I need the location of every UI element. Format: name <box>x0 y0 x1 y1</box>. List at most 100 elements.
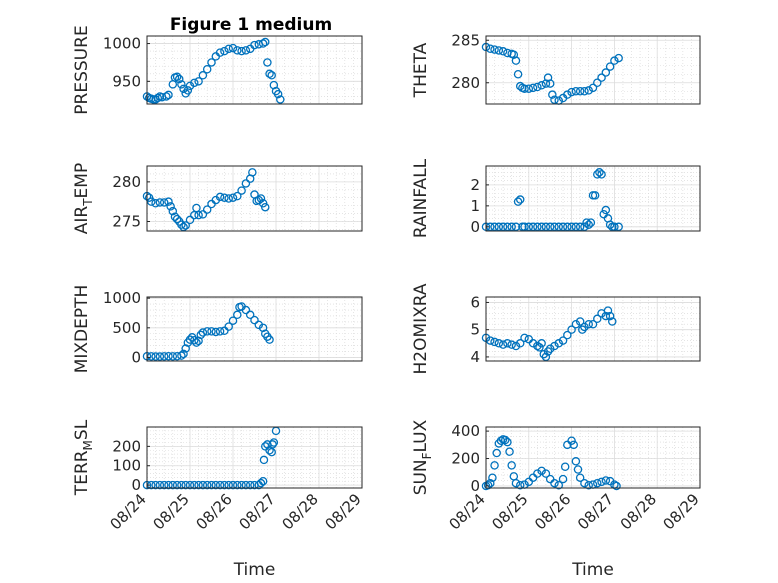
axes-box <box>485 426 701 489</box>
data-point <box>196 330 205 340</box>
data-point <box>515 339 525 348</box>
axes-box <box>146 35 363 105</box>
data-point <box>575 317 585 326</box>
data-point <box>166 202 175 211</box>
data-point <box>603 306 613 315</box>
data-point <box>548 90 557 99</box>
data-point <box>550 478 559 488</box>
data-point <box>172 214 182 224</box>
data-point <box>273 89 283 99</box>
data-point <box>505 447 514 456</box>
x-tick-label: 08/26 <box>531 490 574 533</box>
data-point <box>614 222 623 232</box>
data-point <box>511 341 521 351</box>
data-point <box>276 95 285 104</box>
data-point <box>172 480 182 490</box>
plot-area <box>147 427 362 488</box>
data-point <box>612 481 621 491</box>
data-point <box>198 328 208 337</box>
data-point <box>228 480 238 490</box>
data-point <box>520 222 529 232</box>
data-point <box>207 58 216 67</box>
data-point <box>153 93 162 103</box>
data-point <box>241 480 251 490</box>
data-point <box>260 37 270 47</box>
data-point <box>224 322 233 331</box>
x-tick-label: 08/24 <box>107 490 150 533</box>
plot-area <box>147 297 362 361</box>
y-tick-label: 1000 <box>103 35 141 53</box>
data-point <box>563 90 572 99</box>
subplot-2: 280 285 THETA <box>411 31 701 105</box>
y-tick-label: 0 <box>131 348 141 366</box>
data-point <box>571 457 581 466</box>
data-point <box>584 220 593 229</box>
axes-box <box>146 165 363 232</box>
data-point <box>190 336 199 345</box>
data-point <box>498 340 508 349</box>
data-point <box>233 46 242 55</box>
data-point <box>533 469 542 478</box>
plot-area <box>147 36 362 104</box>
data-point <box>258 476 268 486</box>
data-point <box>151 352 160 361</box>
data-point <box>571 319 581 329</box>
y-tick-label: 200 <box>451 450 480 468</box>
y-axis-label: AIRTEMP <box>72 163 95 234</box>
data-point <box>492 448 501 458</box>
data-point <box>584 86 593 95</box>
data-point <box>190 480 199 490</box>
data-point <box>608 317 617 326</box>
data-point <box>507 222 516 232</box>
data-point <box>228 316 238 325</box>
data-point <box>524 222 534 232</box>
data-point <box>528 222 538 232</box>
y-axis-label: MIXDEPTH <box>72 285 92 374</box>
plot-area <box>486 36 700 104</box>
data-point <box>211 327 221 337</box>
data-point <box>584 319 593 329</box>
plot-area <box>486 427 700 488</box>
data-point <box>241 46 251 55</box>
data-point <box>507 340 516 349</box>
data-point <box>554 222 564 232</box>
data-point <box>207 327 216 336</box>
data-point <box>513 197 523 206</box>
data-point <box>215 480 225 490</box>
grid-lines <box>146 426 363 488</box>
data-point <box>159 352 169 361</box>
data-point <box>237 480 246 490</box>
data-point <box>567 436 576 445</box>
data-point <box>550 95 559 105</box>
data-point <box>593 314 602 324</box>
data-point <box>164 352 173 361</box>
data-point <box>515 481 525 490</box>
data-point <box>172 72 182 82</box>
data-series <box>481 168 623 232</box>
data-point <box>588 83 598 93</box>
data-point <box>567 325 576 334</box>
data-point <box>250 40 259 50</box>
data-point <box>595 168 604 177</box>
axes-box <box>485 165 701 232</box>
data-point <box>250 315 259 325</box>
data-point <box>490 461 499 470</box>
data-point <box>190 78 199 88</box>
data-point <box>571 87 581 96</box>
data-point <box>170 212 180 221</box>
y-tick-label: 280 <box>112 173 141 191</box>
data-point <box>211 480 221 490</box>
data-point <box>580 87 589 96</box>
axes-box <box>485 296 701 362</box>
data-point <box>575 473 585 482</box>
data-point <box>215 327 225 336</box>
data-point <box>494 339 504 348</box>
data-point <box>177 480 186 490</box>
data-point <box>224 480 233 490</box>
figure-title: Figure 1 medium <box>170 15 332 35</box>
data-point <box>179 349 188 359</box>
data-point <box>503 437 512 447</box>
data-point <box>207 480 216 490</box>
data-point <box>601 476 611 485</box>
